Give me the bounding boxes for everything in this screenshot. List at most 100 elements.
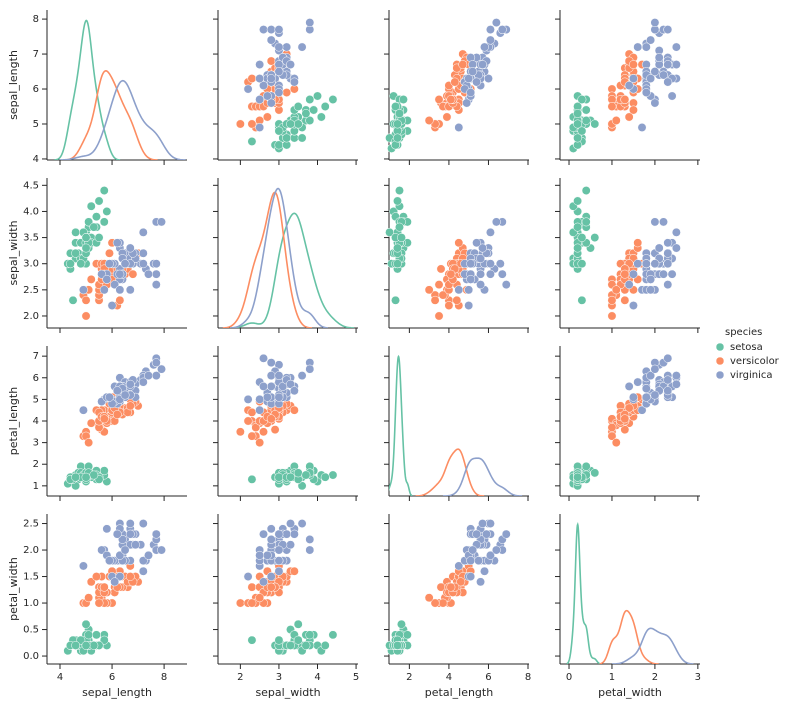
scatter-point (628, 301, 638, 310)
scatter-point (650, 217, 660, 227)
scatter-point (581, 116, 591, 125)
scatter-point (501, 280, 511, 290)
scatter-point (305, 18, 315, 28)
scatter-point (663, 353, 673, 363)
scatter-point (91, 630, 101, 640)
scatter-point (391, 102, 400, 111)
scatter-point (395, 109, 404, 118)
scatter-point (497, 25, 507, 35)
y-tick-label: 4.5 (23, 180, 39, 191)
scatter-point (71, 227, 81, 237)
scatter-point (671, 60, 681, 69)
scatter-point (424, 285, 434, 295)
y-tick-label: 5 (33, 394, 39, 405)
scatter-point (466, 572, 476, 581)
scatter-point (259, 81, 268, 90)
scatter-point (259, 353, 268, 363)
scatter-point (646, 274, 656, 284)
scatter-point (328, 630, 338, 640)
scatter-point (86, 201, 96, 211)
scatter-point (654, 53, 664, 63)
scatter-point (128, 269, 138, 279)
scatter-point (286, 519, 295, 528)
kde-curve (230, 212, 355, 328)
scatter-point (452, 295, 462, 305)
scatter-point (485, 259, 495, 269)
scatter-point (624, 112, 634, 122)
scatter-point (251, 423, 261, 432)
scatter-point (255, 74, 265, 83)
scatter-point (590, 468, 600, 478)
scatter-point (464, 74, 474, 83)
scatter-point (274, 529, 284, 539)
scatter-point (573, 119, 583, 129)
scatter-point (663, 280, 673, 290)
scatter-point (491, 18, 501, 28)
scatter-point (476, 269, 486, 279)
scatter-point (397, 619, 406, 629)
scatter-point (293, 635, 303, 645)
scatter-point (266, 414, 276, 424)
scatter-point (671, 227, 681, 237)
scatter-point (573, 472, 583, 482)
scatter-point (466, 556, 476, 566)
scatter-point (289, 405, 299, 415)
scatter-point (663, 375, 673, 385)
scatter-point (607, 431, 617, 441)
scatter-point (577, 233, 587, 243)
scatter-point (611, 438, 621, 448)
y-tick-label: 2.5 (23, 519, 39, 530)
scatter-point (115, 572, 125, 581)
y-axis-label: petal_length (7, 387, 20, 455)
kde-curve (389, 354, 413, 496)
x-tick-label: 0 (566, 672, 572, 683)
scatter-point (262, 112, 272, 122)
scatter-point (86, 418, 96, 428)
scatter-point (151, 259, 161, 269)
x-tick-label: 1 (609, 672, 615, 683)
scatter-point (289, 77, 299, 87)
scatter-point (320, 640, 330, 650)
scatter-point (654, 243, 664, 253)
scatter-point (480, 566, 489, 576)
scatter-point (305, 116, 315, 125)
scatter-point (628, 392, 638, 402)
kde-curve (566, 521, 602, 664)
legend-title: species (725, 327, 762, 338)
scatter-point (81, 243, 91, 253)
scatter-point (81, 472, 91, 482)
scatter-point (424, 593, 434, 603)
scatter-point (286, 640, 295, 650)
scatter-point (476, 280, 486, 290)
y-tick-label: 5 (33, 119, 39, 130)
scatter-point (581, 217, 591, 227)
x-axis-label: petal_width (598, 686, 662, 699)
scatter-point (466, 88, 476, 97)
scatter-point (107, 301, 117, 310)
y-axis-label: petal_width (7, 557, 20, 621)
scatter-point (650, 67, 660, 76)
scatter-point (247, 74, 257, 83)
scatter-point (581, 186, 591, 195)
scatter-point (125, 285, 135, 295)
scatter-point (633, 42, 643, 52)
scatter-point (138, 259, 148, 269)
scatter-point (485, 227, 495, 237)
scatter-point (434, 280, 444, 290)
scatter-point (663, 25, 673, 35)
panel: 2.0 2.5 3.0 3.5 4.0 4.5 sepal_width (7, 178, 187, 333)
scatter-point (262, 550, 272, 560)
scatter-point (68, 295, 78, 305)
scatter-point (274, 545, 284, 555)
scatter-point (112, 386, 122, 396)
scatter-point (464, 301, 474, 310)
panel (213, 178, 358, 333)
scatter-point (624, 381, 634, 391)
scatter-point (434, 311, 444, 321)
scatter-point (667, 91, 677, 101)
scatter-point (262, 392, 272, 402)
y-tick-label: 3.5 (23, 233, 39, 244)
panel: 4 5 6 7 8 sepal_length (7, 10, 187, 165)
y-tick-label: 4 (33, 154, 39, 165)
